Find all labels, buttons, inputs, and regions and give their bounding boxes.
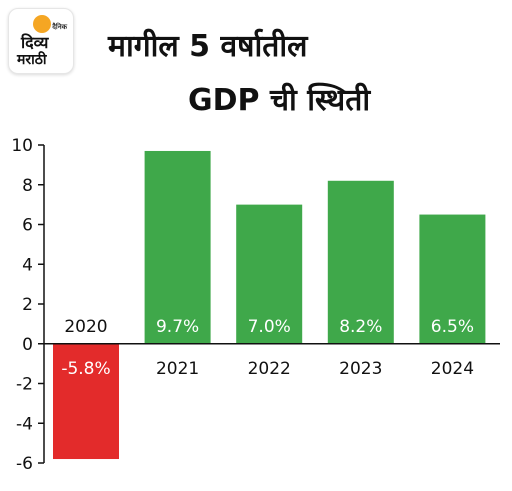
bar-2021 <box>144 150 211 344</box>
bar-2023 <box>327 180 394 344</box>
logo-word-marathi: मराठी <box>17 52 47 68</box>
x-category-label-2024: 2024 <box>431 359 474 379</box>
logo-word-divya: दिव्य <box>21 33 49 52</box>
bar-2022 <box>236 204 303 344</box>
y-tick-label-2: 2 <box>22 295 33 315</box>
data-label-2020: -5.8% <box>61 359 110 379</box>
y-tick-label-10: 10 <box>11 136 33 156</box>
x-category-label-2023: 2023 <box>339 359 382 379</box>
y-tick-label--6: -6 <box>16 454 33 474</box>
data-label-2021: 9.7% <box>156 317 199 337</box>
y-tick-label-4: 4 <box>22 255 33 275</box>
chart-title-line1: मागील 5 वर्षातील <box>108 29 308 64</box>
y-tick-label-8: 8 <box>22 176 33 196</box>
logo-small-text: दैनिक <box>52 23 67 31</box>
data-label-2024: 6.5% <box>431 317 474 337</box>
y-tick-label--4: -4 <box>16 414 33 434</box>
data-label-2023: 8.2% <box>339 317 382 337</box>
x-category-label-2022: 2022 <box>248 359 291 379</box>
x-category-label-2020: 2020 <box>64 317 107 337</box>
y-tick-label-0: 0 <box>22 335 33 355</box>
bar-2020 <box>53 343 119 460</box>
sun-icon <box>33 15 51 33</box>
data-label-2022: 7.0% <box>248 317 291 337</box>
chart-title-line2: GDP ची स्थिती <box>188 83 371 118</box>
x-category-label-2021: 2021 <box>156 359 199 379</box>
y-tick-label--2: -2 <box>16 375 33 395</box>
brand-logo: दैनिक दिव्य मराठी <box>8 8 74 74</box>
y-tick-label-6: 6 <box>22 216 33 236</box>
bar-2024 <box>419 214 486 344</box>
